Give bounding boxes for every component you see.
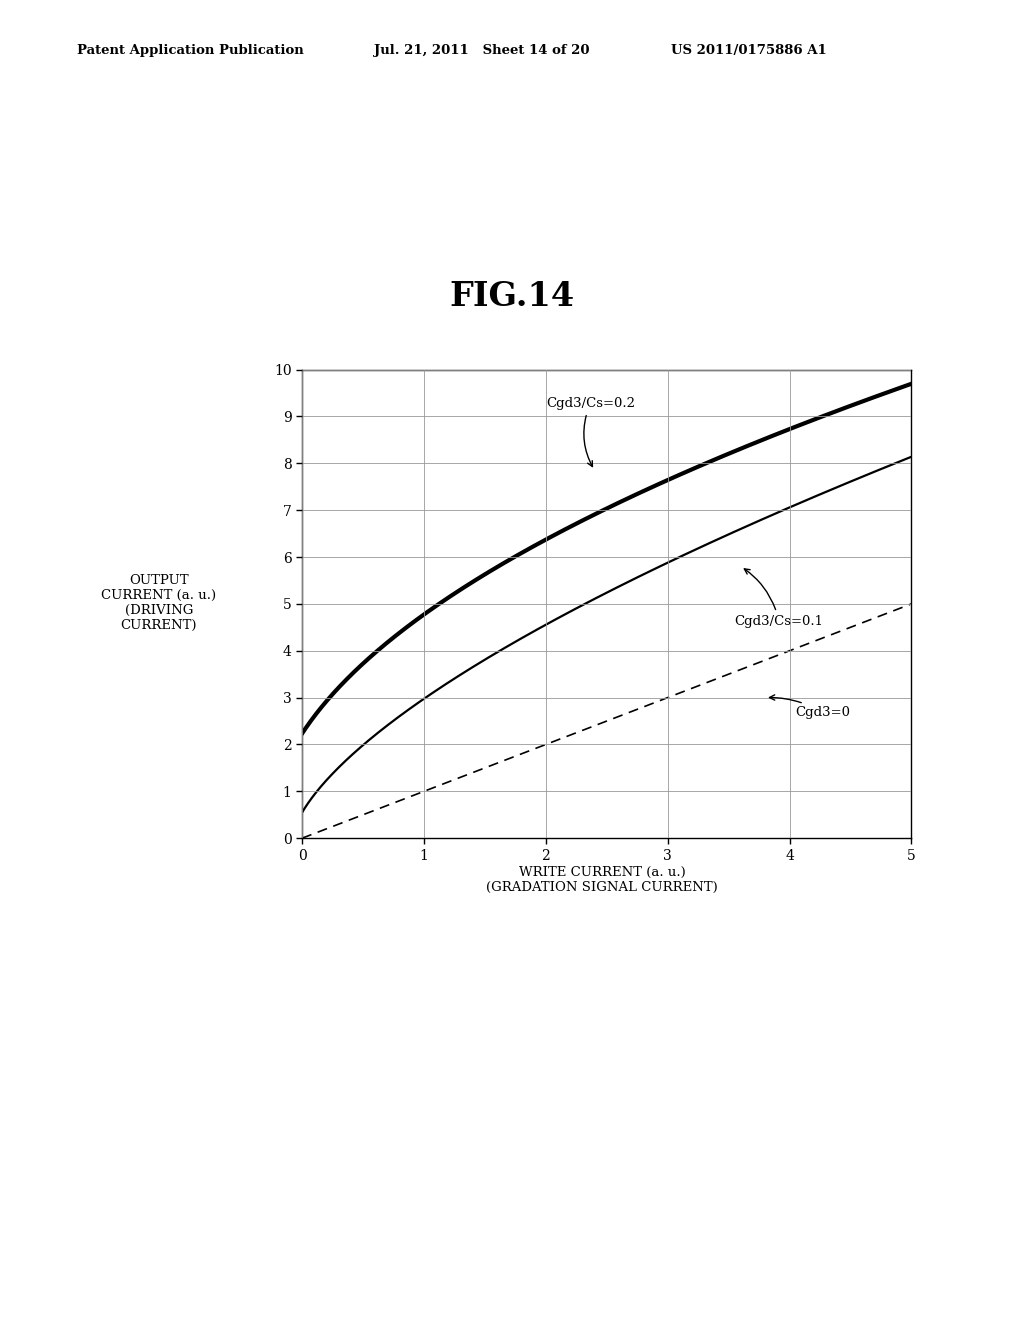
Text: WRITE CURRENT (a. u.)
(GRADATION SIGNAL CURRENT): WRITE CURRENT (a. u.) (GRADATION SIGNAL …	[486, 866, 718, 895]
Text: Cgd3/Cs=0.1: Cgd3/Cs=0.1	[734, 569, 823, 628]
Text: OUTPUT
CURRENT (a. u.)
(DRIVING
CURRENT): OUTPUT CURRENT (a. u.) (DRIVING CURRENT)	[101, 574, 216, 632]
Text: FIG.14: FIG.14	[450, 281, 574, 314]
Text: US 2011/0175886 A1: US 2011/0175886 A1	[671, 45, 826, 57]
Text: Patent Application Publication: Patent Application Publication	[77, 45, 303, 57]
Text: Jul. 21, 2011   Sheet 14 of 20: Jul. 21, 2011 Sheet 14 of 20	[374, 45, 589, 57]
Text: Cgd3/Cs=0.2: Cgd3/Cs=0.2	[546, 397, 635, 466]
Text: Cgd3=0: Cgd3=0	[769, 694, 851, 719]
